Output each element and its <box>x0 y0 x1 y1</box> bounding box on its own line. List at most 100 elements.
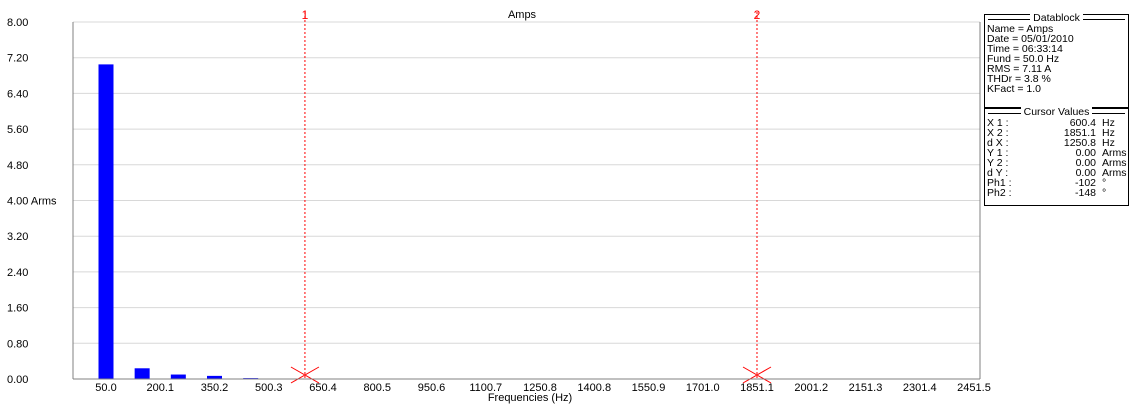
panel-row-unit: Arms <box>1102 147 1127 159</box>
panel-row-value <box>1041 84 1102 94</box>
y-tick-label: 6.40 <box>7 88 28 100</box>
panel-row-key: KFact = 1.0 <box>987 83 1041 95</box>
panel-row-key: Time = 06:33:14 <box>987 43 1063 55</box>
panel-row-key: Fund = 50.0 Hz <box>987 53 1060 65</box>
x-axis-label: Frequencies (Hz) <box>488 392 572 404</box>
panel-row-unit: ° <box>1102 187 1107 199</box>
x-tick-label: 200.1 <box>146 382 174 394</box>
chart-title: Amps <box>508 9 537 21</box>
panel-row: Time = 06:33:14 <box>987 43 1126 55</box>
panel-row-key: Name = Amps <box>987 23 1054 35</box>
panel-row: X 1 : 600.4 Hz <box>987 117 1126 129</box>
panel-row: KFact = 1.0 <box>987 83 1126 95</box>
x-tick-label: 2451.5 <box>957 382 991 394</box>
panel-row-unit: Hz <box>1102 127 1115 139</box>
panel-row-value <box>1059 54 1102 64</box>
panel-row-key: d X : <box>987 137 1009 149</box>
panel-row-unit <box>1102 84 1126 94</box>
panel-row-value: 0.00 <box>1075 147 1096 159</box>
panel-row-value: 1250.8 <box>1063 137 1096 149</box>
panel-row-unit <box>1102 54 1126 64</box>
x-tick-label: 1851.1 <box>740 382 774 394</box>
panel-row-value: 0.00 <box>1075 167 1096 179</box>
x-tick-label: 500.3 <box>255 382 283 394</box>
y-tick-labels: 0.00 0.80 1.60 2.40 3.20 4.00 Arms 4.80 5.60 6.4… <box>7 17 57 386</box>
panel-row-unit <box>1102 34 1126 44</box>
datablock-rows: Name = Amps Date = 05/01/2010 Time = 06:33… <box>987 23 1126 95</box>
panel-row-unit <box>1102 44 1126 54</box>
panel-row: Y 2 : 0.00 Arms <box>987 157 1127 169</box>
y-tick-label: 4.80 <box>7 160 28 172</box>
x-tick-label: 1250.8 <box>523 382 557 394</box>
cursor-2-cross-b <box>742 366 772 384</box>
y-tick-label: 8.00 <box>7 17 28 29</box>
bar-series <box>98 64 259 380</box>
y-tick-label: 1.60 <box>7 303 28 315</box>
panel-row-key: Date = 05/01/2010 <box>987 33 1074 45</box>
x-tick-label: 1701.0 <box>686 382 720 394</box>
panel-row: Ph2 : -148 ° <box>987 187 1126 199</box>
cursor-values-rows: X 1 : 600.4 Hz X 2 : 1851.1 Hz d X : 1250.8 Hz Y … <box>987 117 1127 199</box>
x-tick-label: 1400.8 <box>577 382 611 394</box>
x-tick-label: 800.5 <box>363 382 391 394</box>
panel-row-value <box>1051 74 1102 84</box>
panel-row: Fund = 50.0 Hz <box>987 53 1126 65</box>
x-tick-label: 350.2 <box>201 382 229 394</box>
panel-row-value <box>1051 64 1102 74</box>
x-tick-label: 650.4 <box>309 382 337 394</box>
datablock-panel: Datablock Name = Amps Date = 05/01/2010 Ti… <box>984 12 1129 108</box>
y-tick-label: 0.80 <box>7 338 28 350</box>
panel-row-key: X 2 : <box>987 127 1009 139</box>
x-tick-label: 950.6 <box>418 382 446 394</box>
panel-row-key: THDr = 3.8 % <box>987 73 1051 85</box>
bar <box>207 375 223 379</box>
x-tick-label: 2151.3 <box>849 382 883 394</box>
panel-row-value: -102 <box>1074 177 1096 189</box>
y-tick-label: 4.00 Arms <box>7 196 57 208</box>
y-tick-label: 7.20 <box>7 53 28 65</box>
panel-row-unit: Hz <box>1102 137 1115 149</box>
cursor-2-label: 2 <box>754 8 761 22</box>
grid-lines <box>73 21 980 380</box>
panel-row-unit <box>1102 74 1126 84</box>
panel-row-unit: Arms <box>1102 157 1127 169</box>
cursor-1-label: 1 <box>302 8 309 22</box>
x-tick-label: 50.0 <box>95 382 116 394</box>
panel-row-unit: Hz <box>1102 117 1115 129</box>
y-tick-label: 5.60 <box>7 124 28 136</box>
y-tick-label: 3.20 <box>7 231 28 243</box>
cursor-values-title: Cursor Values <box>985 106 1128 118</box>
panel-row-unit: ° <box>1102 177 1107 189</box>
panel-row: THDr = 3.8 % <box>987 73 1126 85</box>
panel-row-unit <box>1102 24 1126 34</box>
panel-row-key: RMS = 7.11 A <box>987 63 1052 75</box>
panel-row-key: Y 2 : <box>987 157 1009 169</box>
y-tick-label: 0.00 <box>7 374 28 386</box>
panel-row: d Y : 0.00 Arms <box>987 167 1127 179</box>
cursor-1-cross-b <box>290 366 320 384</box>
panel-row-key: X 1 : <box>987 117 1009 129</box>
bar <box>170 374 186 379</box>
panel-row-value: 0.00 <box>1075 157 1096 169</box>
cursor-values-panel: Cursor Values X 1 :600.4 Hz X 2 :1851.1 Hz d… <box>984 106 1129 206</box>
panel-row-value <box>1063 44 1102 54</box>
panel-row: Y 1 : 0.00 Arms <box>987 147 1127 159</box>
bar <box>134 368 150 379</box>
panel-row: d X : 1250.8 Hz <box>987 137 1126 149</box>
datablock-title: Datablock <box>985 12 1128 24</box>
panel-row-value: 600.4 <box>1069 117 1096 129</box>
panel-row-value: -148 <box>1074 187 1096 199</box>
panel-row: RMS = 7.11 A <box>987 63 1126 75</box>
panel-row-value: 1851.1 <box>1063 127 1096 139</box>
panel-row-key: d Y : <box>987 167 1009 179</box>
panel-row-value <box>1074 34 1102 44</box>
panel-row-key: Ph2 : <box>987 187 1012 199</box>
panel-row: Date = 05/01/2010 <box>987 33 1126 45</box>
x-tick-label: 2301.4 <box>903 382 937 394</box>
axes <box>72 22 981 380</box>
x-tick-label: 1550.9 <box>632 382 666 394</box>
x-tick-label: 1100.7 <box>469 382 502 394</box>
panel-row-unit: Arms <box>1102 167 1127 179</box>
